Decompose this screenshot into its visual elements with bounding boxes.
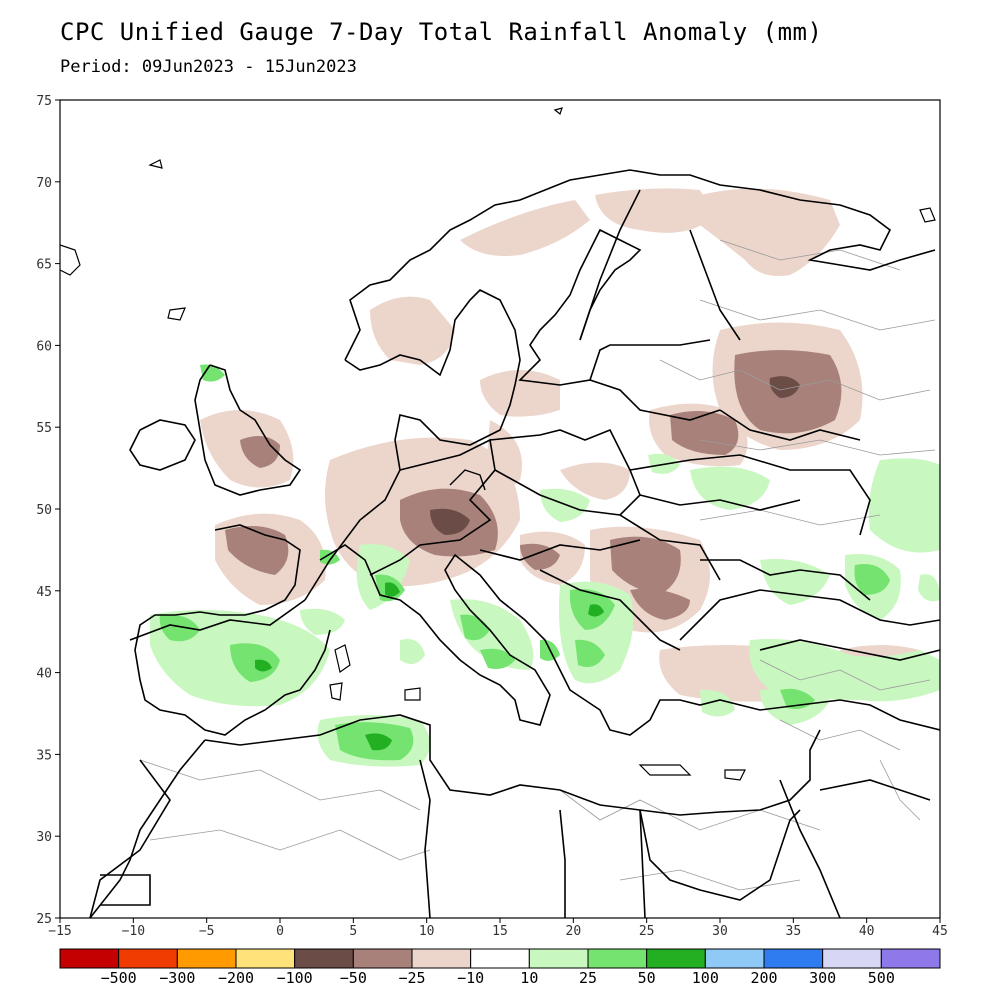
legend-swatch (528, 948, 589, 969)
legend-swatch (235, 948, 296, 969)
y-tick-label: 40 (36, 667, 52, 682)
legend-swatch (411, 948, 472, 969)
anomaly-dark-green-areas (255, 582, 604, 751)
x-tick-label: 15 (492, 924, 508, 939)
y-tick-label: 35 (36, 748, 52, 763)
coastlines (60, 107, 940, 918)
legend-label: 500 (868, 969, 895, 987)
x-tick-label: 25 (639, 924, 655, 939)
y-tick-label: 30 (36, 830, 52, 845)
anomaly-mid-brown-areas (225, 350, 842, 620)
legend-label: −100 (277, 969, 313, 987)
legend-swatch (118, 948, 178, 969)
anomaly-shading (150, 188, 940, 767)
color-legend: −500 −300 −200 −100 −50 −25 −10 10 25 50 100 200 300… (59, 948, 941, 987)
legend-label: −500 (101, 969, 137, 987)
legend-swatch (176, 948, 237, 969)
x-tick-label: 35 (786, 924, 802, 939)
legend-swatch (880, 948, 941, 969)
legend-swatch (822, 948, 882, 969)
legend-swatch (470, 948, 530, 969)
legend-label: −10 (457, 969, 484, 987)
legend-swatch (763, 948, 824, 969)
legend-label: 100 (692, 969, 719, 987)
y-tick-label: 75 (36, 94, 52, 109)
x-tick-label: 30 (712, 924, 728, 939)
legend-label: −25 (398, 969, 425, 987)
country-borders (89, 189, 940, 918)
anomaly-light-green-areas (150, 453, 940, 767)
x-tick-label: −15 (48, 924, 71, 939)
y-tick-label: 65 (36, 258, 52, 273)
anomaly-dark-brown-areas (430, 376, 800, 535)
x-tick-label: −10 (122, 924, 145, 939)
latitude-axis: 75 70 65 60 55 50 45 40 35 30 25 (36, 94, 60, 927)
legend-label: 300 (809, 969, 836, 987)
legend-swatch (294, 948, 354, 969)
x-tick-label: −5 (199, 924, 215, 939)
x-tick-label: 10 (419, 924, 435, 939)
longitude-axis: −15 −10 −5 0 5 10 15 20 25 30 35 40 45 (48, 918, 948, 939)
legend-label: 50 (638, 969, 656, 987)
y-tick-label: 70 (36, 176, 52, 191)
legend-swatch (352, 948, 413, 969)
legend-label: 200 (750, 969, 777, 987)
x-tick-label: 45 (932, 924, 948, 939)
legend-label: −50 (340, 969, 367, 987)
x-tick-label: 40 (859, 924, 875, 939)
y-tick-label: 55 (36, 421, 52, 436)
x-tick-label: 5 (349, 924, 357, 939)
legend-swatch (59, 948, 120, 969)
y-tick-label: 45 (36, 585, 52, 600)
legend-label: 25 (579, 969, 597, 987)
y-tick-label: 25 (36, 912, 52, 927)
legend-swatch (704, 948, 765, 969)
x-tick-label: 20 (566, 924, 582, 939)
legend-swatch (646, 948, 706, 969)
legend-label: −200 (218, 969, 254, 987)
map-title: CPC Unified Gauge 7-Day Total Rainfall A… (60, 18, 823, 46)
legend-label: 10 (520, 969, 538, 987)
legend-swatch (587, 948, 648, 969)
y-tick-label: 60 (36, 339, 52, 354)
legend-label: −300 (159, 969, 195, 987)
map-subtitle: Period: 09Jun2023 - 15Jun2023 (60, 57, 357, 77)
y-tick-label: 50 (36, 503, 52, 518)
x-tick-label: 0 (276, 924, 284, 939)
